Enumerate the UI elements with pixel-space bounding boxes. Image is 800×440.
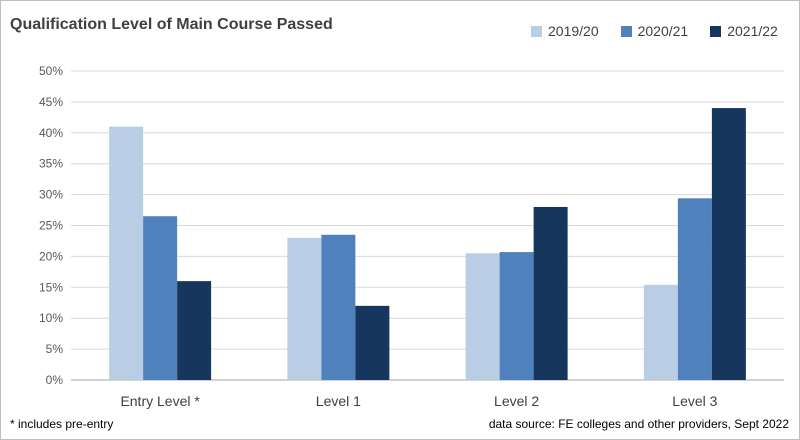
bar-2020-21-2 xyxy=(499,252,534,380)
y-tick-label: 20% xyxy=(39,249,63,263)
legend-swatch-2020-21 xyxy=(620,25,632,37)
axis-labels: 0% 5% 10% 15% 20% 25% 30% 35% 40% 45% 50% Entry Lev… xyxy=(39,64,718,409)
legend-swatch-2019-20 xyxy=(531,25,542,37)
y-tick-label: 30% xyxy=(39,188,63,202)
legend-item-2020-21: 2020/21 xyxy=(620,23,689,39)
bar-2021-22-0 xyxy=(177,281,212,380)
legend-item-2019-20: 2019/20 xyxy=(531,23,599,39)
y-tick-label: 45% xyxy=(39,95,63,109)
legend-label-2019-20: 2019/20 xyxy=(548,23,599,39)
legend-label-2020-21: 2020/21 xyxy=(637,23,689,39)
y-tick-label: 10% xyxy=(39,311,63,325)
bars xyxy=(109,108,746,381)
bar-2020-21-1 xyxy=(321,234,356,380)
bar-2021-22-1 xyxy=(355,305,390,380)
data-source: data source: FE colleges and other provi… xyxy=(488,417,789,431)
y-tick-label: 40% xyxy=(39,126,63,140)
legend-swatch-2021-22 xyxy=(710,25,722,37)
bar-2020-21-0 xyxy=(143,216,178,380)
bar-2021-22-2 xyxy=(533,206,568,380)
legend-item-2021-22: 2021/22 xyxy=(710,23,778,39)
bar-2019-20-1 xyxy=(287,237,322,380)
bar-2021-22-3 xyxy=(711,108,746,380)
gridlines xyxy=(71,70,784,381)
footnote: * includes pre-entry xyxy=(10,417,114,431)
x-tick-label: Level 2 xyxy=(494,393,539,409)
y-tick-label: 50% xyxy=(39,64,63,78)
y-tick-label: 0% xyxy=(46,373,64,387)
y-tick-label: 25% xyxy=(39,219,63,233)
chart-legend: 2019/20 2020/21 2021/22 xyxy=(531,23,800,39)
x-tick-label: Entry Level * xyxy=(120,393,200,409)
y-tick-label: 35% xyxy=(39,157,63,171)
y-tick-label: 15% xyxy=(39,280,63,294)
x-tick-label: Level 3 xyxy=(672,393,717,409)
bar-2019-20-0 xyxy=(109,126,144,381)
legend-label-2021-22: 2021/22 xyxy=(727,23,778,39)
y-tick-label: 5% xyxy=(46,342,64,356)
chart-title: Qualification Level of Main Course Passe… xyxy=(10,16,333,33)
x-tick-label: Level 1 xyxy=(316,393,361,409)
bar-2019-20-3 xyxy=(643,284,678,380)
bar-2020-21-3 xyxy=(677,198,712,380)
bar-2019-20-2 xyxy=(465,253,500,380)
